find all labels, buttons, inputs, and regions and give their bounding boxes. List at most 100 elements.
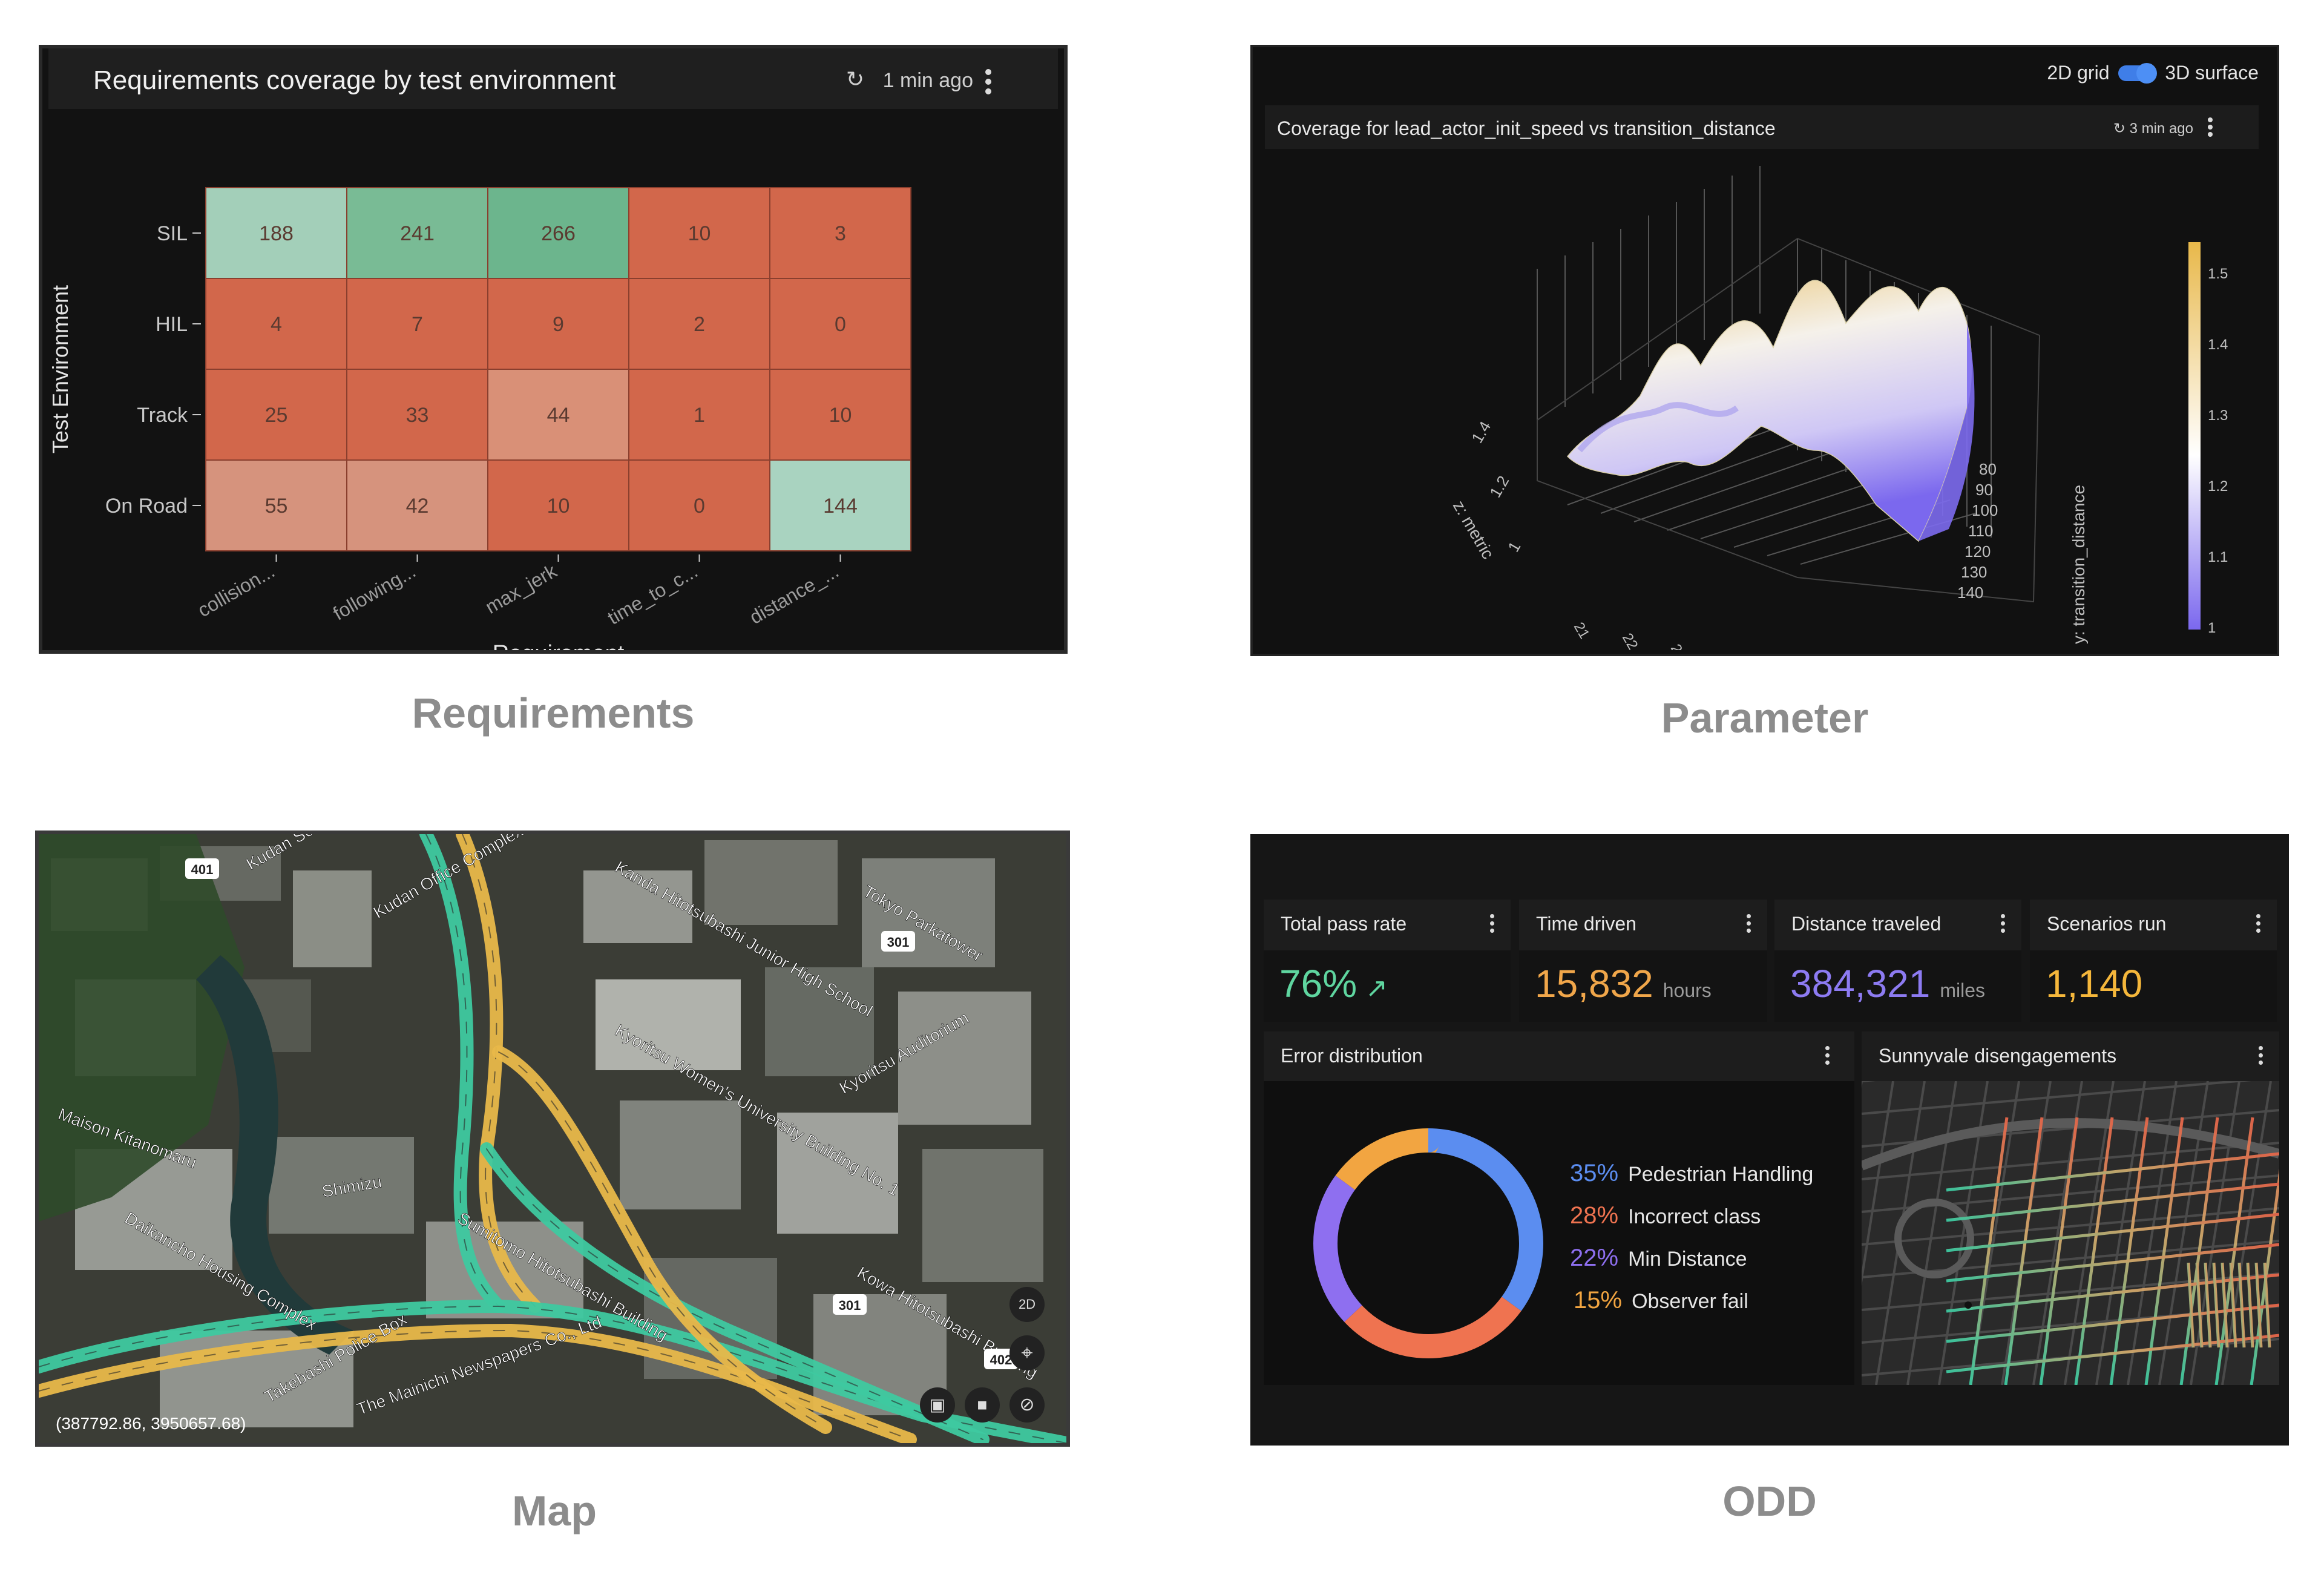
colorbar-tick-label: 1.5 — [2208, 266, 2228, 282]
lane-marking — [498, 1051, 826, 1428]
kpi-label: Time driven — [1536, 913, 1636, 935]
heatmap-cell — [628, 369, 770, 461]
map-panel[interactable]: Kudan Second Office ComplexKudan Office … — [35, 831, 1070, 1447]
more-menu-icon[interactable] — [2001, 914, 2008, 936]
kpi-value: 1,140 — [2046, 962, 2143, 1005]
heatmap-cell-value: 25 — [265, 404, 288, 427]
kpi-card-time-driven[interactable]: Time driven 15,832 hours — [1519, 900, 1767, 1022]
x-tick-label: distance_... — [746, 560, 842, 628]
panel-title: Requirements coverage by test environmen… — [93, 65, 616, 95]
route — [2221, 1262, 2229, 1348]
route — [2212, 1262, 2221, 1348]
street — [2064, 1081, 2115, 1385]
street-map[interactable] — [1862, 1081, 2279, 1385]
kpi-card-distance[interactable]: Distance traveled 384,321 miles — [1774, 900, 2021, 1022]
building — [596, 979, 741, 1070]
toggle-label-3d: 3D surface — [2165, 62, 2259, 84]
caption-odd: ODD — [1722, 1478, 1817, 1525]
y-tick-label: Track — [137, 404, 188, 427]
interchange — [1894, 1199, 1974, 1278]
more-menu-icon[interactable] — [985, 69, 993, 98]
more-menu-icon[interactable] — [1747, 914, 1754, 936]
building — [583, 870, 692, 943]
kpi-card-pass-rate[interactable]: Total pass rate 76% ↗ — [1264, 900, 1511, 1022]
route — [2109, 1117, 2149, 1385]
route — [1946, 1334, 2279, 1373]
caption-requirements: Requirements — [412, 689, 695, 737]
heatmap-cell-value: 10 — [829, 404, 852, 427]
donut-slice — [1313, 1128, 1543, 1358]
toggle-switch[interactable] — [2118, 62, 2158, 84]
building — [269, 1137, 414, 1234]
heatmap-cell — [628, 187, 770, 279]
heatmap-cell-value: 0 — [694, 495, 705, 518]
view-2d-button[interactable]: 2D — [1009, 1287, 1045, 1322]
kpi-value: 76% ↗ — [1279, 962, 1388, 1005]
street — [1862, 1081, 1894, 1287]
kpi-value: 384,321 miles — [1790, 962, 1986, 1005]
trending-up-icon: ↗ — [1365, 973, 1388, 1003]
heatmap-cell-value: 1 — [694, 404, 705, 427]
building — [765, 967, 874, 1076]
highway — [1862, 1118, 2279, 1171]
heatmap-cell — [346, 369, 488, 461]
kpi-label: Scenarios run — [2047, 913, 2167, 935]
refresh-icon[interactable]: ↻ — [2113, 120, 2130, 137]
x-tick-label: max_jerk — [482, 559, 561, 618]
building — [704, 840, 838, 925]
x-tick-label: collision... — [194, 560, 278, 621]
compass-icon[interactable]: ⊘ — [1009, 1387, 1045, 1423]
heatmap-cell — [487, 278, 629, 370]
grid-line — [1600, 433, 1823, 514]
satellite-map[interactable]: Kudan Second Office ComplexKudan Office … — [39, 834, 1066, 1443]
road-badge — [185, 858, 219, 879]
surface-face — [1919, 323, 1975, 541]
y-tick-label: SIL — [157, 222, 188, 245]
surface-plot[interactable]: 1 1.2 1.4 z: metric 21 22 23 80 90 100 110 120 130 14… — [1253, 166, 2277, 650]
more-menu-icon[interactable] — [1825, 1046, 1833, 1068]
chart-title: Coverage for lead_actor_init_speed vs tr… — [1277, 117, 1776, 139]
more-menu-icon[interactable] — [2259, 1046, 2266, 1068]
heatmap-cell-value: 241 — [400, 222, 435, 245]
disengagement-routes — [1946, 1117, 2279, 1385]
requirements-panel: Requirements coverage by test environmen… — [39, 45, 1068, 654]
park-area — [39, 834, 245, 1222]
road-badge-label: 402 — [990, 1352, 1013, 1367]
colorbar-tick-label: 1.4 — [2208, 337, 2228, 353]
colorbar-tick-label: 1.2 — [2208, 478, 2228, 495]
x-tick-label: time_to_c... — [604, 560, 701, 629]
more-menu-icon[interactable] — [2256, 914, 2263, 936]
refresh-timestamp: ↻ 3 min ago — [2113, 120, 2193, 137]
y-tick-label: 110 — [1968, 522, 1993, 540]
legend-item: 28% Incorrect class — [1570, 1202, 1761, 1229]
y-tick-label: 130 — [1961, 563, 1987, 581]
heatmap-cell-value: 7 — [412, 313, 423, 336]
heatmap-cell-value: 0 — [835, 313, 846, 336]
route — [2237, 1262, 2246, 1348]
z-tick-label: 1.4 — [1468, 418, 1494, 446]
more-menu-icon[interactable] — [2208, 117, 2215, 140]
more-menu-icon[interactable] — [1490, 914, 1497, 936]
heatmap-cell — [628, 278, 770, 370]
heatmap-cell — [487, 369, 629, 461]
colorbar — [2188, 242, 2201, 630]
y-tick-label: 80 — [1979, 460, 1997, 478]
road-badge — [833, 1294, 867, 1315]
refresh-icon[interactable]: ↻ — [845, 67, 864, 91]
camera-icon[interactable]: ■ — [965, 1387, 1000, 1423]
y-tick-label: 140 — [1957, 584, 1983, 602]
coordinate-readout: (387792.86, 3950657.68) — [56, 1414, 246, 1433]
toggle-label-2d: 2D grid — [2047, 62, 2110, 84]
kpi-card-scenarios[interactable]: Scenarios run 1,140 — [2030, 900, 2277, 1022]
roads — [39, 834, 1066, 1443]
image-icon[interactable]: ▣ — [920, 1387, 955, 1423]
heatmap-cell-value: 4 — [271, 313, 282, 336]
street — [2221, 1081, 2272, 1385]
disengagement-marker — [1965, 1301, 1972, 1309]
heatmap-cell — [346, 459, 488, 551]
locate-icon[interactable]: ⌖ — [1009, 1335, 1045, 1370]
x-tick-label: 23 — [1667, 642, 1690, 651]
y-axis-label: Test Environment — [48, 285, 73, 453]
heatmap-cell-value: 42 — [406, 495, 429, 518]
route — [1946, 1152, 2279, 1192]
